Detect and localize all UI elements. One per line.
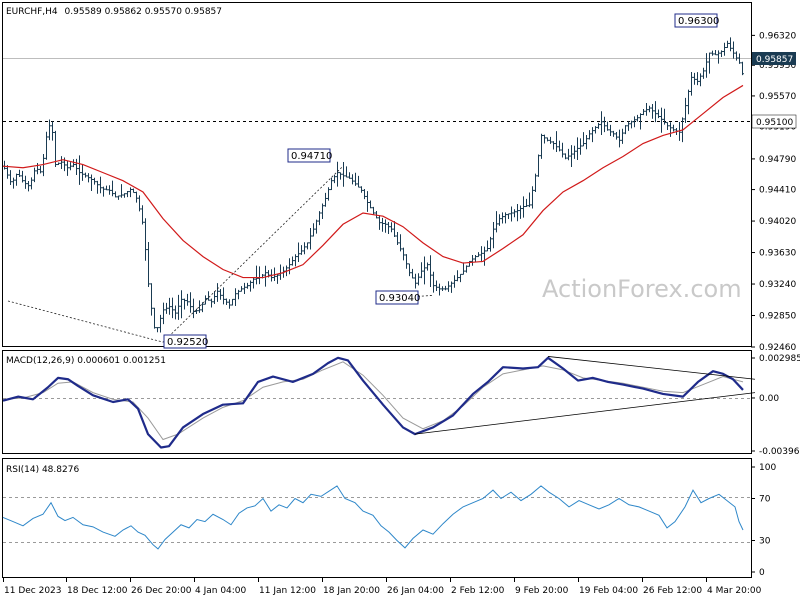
price-trendline	[7, 300, 164, 343]
time-tick-label: 9 Feb 20:00	[515, 586, 569, 596]
price-annotation-box	[287, 148, 331, 163]
price-tick-label: 0.93240	[759, 280, 796, 290]
time-tick-label: 11 Jan 12:00	[259, 586, 316, 596]
macd-panel	[2, 350, 752, 454]
macd-tick-label: 0.002985	[759, 354, 800, 364]
price-annotation-box	[674, 13, 718, 28]
rsi-tick-label: 30	[759, 537, 771, 547]
ohlc-values: 0.95589 0.95862 0.95570 0.95857	[65, 7, 222, 17]
time-tick-label: 11 Dec 2023	[4, 586, 62, 596]
macd-trendline	[414, 392, 756, 435]
time-tick-label: 26 Dec 20:00	[131, 586, 192, 596]
price-annotation-label: 0.94710	[291, 151, 332, 162]
level-label: 0.95100	[756, 118, 793, 128]
price-tick-label: 0.92460	[759, 343, 796, 353]
time-tick-label: 18 Dec 12:00	[67, 586, 128, 596]
moving-average	[2, 84, 744, 279]
time-tick-label: 19 Feb 04:00	[579, 586, 638, 596]
price-tick-label: 0.94020	[759, 217, 796, 227]
time-tick-label: 26 Feb 12:00	[643, 586, 702, 596]
time-axis: 11 Dec 2023 18 Dec 12:00 26 Dec 20:00 4 Jan…	[3, 578, 762, 596]
time-tick-label: 18 Jan 20:00	[323, 586, 380, 596]
price-panel	[2, 2, 752, 347]
rsi-tick-label: 70	[759, 495, 771, 505]
rsi-tick-label: 0	[759, 568, 765, 578]
rsi-line	[2, 485, 744, 550]
price-trendline	[162, 165, 344, 343]
price-annotations: 0.96300 0.94710 0.93040 0.92520	[163, 13, 719, 349]
rsi-lines	[2, 485, 744, 550]
price-annotation-label: 0.93040	[379, 293, 420, 304]
time-tick-label: 4 Jan 04:00	[195, 586, 247, 596]
ma-line	[2, 84, 744, 279]
rsi-panel	[2, 458, 752, 578]
macd-trendline	[547, 356, 756, 380]
price-annotation-label: 0.92520	[167, 337, 208, 348]
price-title: EURCHF,H4 0.95589 0.95862 0.95570 0.9585…	[6, 7, 222, 17]
macd-tick-label: -0.00396	[759, 447, 800, 457]
time-tick-label: 4 Mar 20:00	[707, 586, 762, 596]
macd-title: MACD(12,26,9) 0.000601 0.001251	[6, 356, 166, 366]
price-tick-label: 0.96320	[759, 31, 796, 41]
price-tick-label: 0.93630	[759, 249, 796, 259]
price-annotation-box	[163, 334, 207, 349]
macd-lines	[2, 356, 756, 449]
time-tick-label: 2 Feb 12:00	[451, 586, 505, 596]
price-annotation-box	[375, 290, 419, 305]
watermark: ActionForex.com	[542, 275, 742, 303]
price-tick-label: 0.94790	[759, 155, 796, 165]
macd-tick-label: 0.00	[759, 394, 779, 404]
price-tick-label: 0.94410	[759, 186, 796, 196]
current-price-tag	[752, 52, 796, 65]
price-tick-label: 0.95950	[759, 61, 796, 71]
price-tick-label: 0.92850	[759, 312, 796, 322]
macd-line	[2, 356, 744, 449]
current-price-label: 0.95857	[756, 55, 793, 65]
time-tick-label: 26 Jan 04:00	[387, 586, 444, 596]
level-tag	[751, 114, 797, 129]
rsi-title: RSI(14) 48.8276	[6, 465, 79, 475]
symbol: EURCHF,H4	[6, 7, 58, 17]
rsi-axis: 100 70 30 0	[751, 463, 776, 578]
macd-axis: 0.002985 0.00 -0.00396	[751, 354, 800, 457]
price-tick-label: 0.95570	[759, 92, 796, 102]
rsi-tick-label: 100	[759, 463, 776, 473]
price-annotation-label: 0.96300	[678, 16, 719, 27]
